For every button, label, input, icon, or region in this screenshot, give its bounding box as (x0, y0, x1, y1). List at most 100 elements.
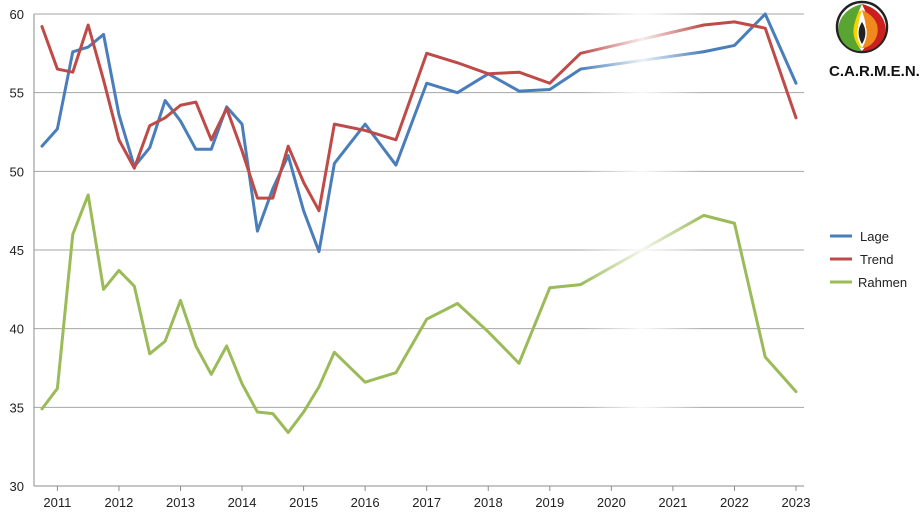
data-point-lage (764, 12, 767, 16)
data-point-lage (271, 187, 275, 190)
data-point-trend (363, 129, 367, 132)
data-point-rahmen (256, 410, 259, 414)
data-point-rahmen (148, 352, 151, 356)
data-point-rahmen (102, 288, 105, 291)
data-point-trend (210, 138, 213, 142)
data-point-rahmen (40, 407, 44, 411)
data-point-rahmen (733, 222, 736, 225)
data-point-trend (225, 107, 228, 110)
data-point-lage (333, 162, 336, 165)
legend: Lage Trend Rahmen (830, 229, 907, 290)
data-point-trend (148, 124, 151, 127)
data-point-rahmen (363, 380, 367, 384)
data-point-trend (179, 104, 182, 107)
x-tick-label: 2022 (720, 495, 749, 510)
data-point-lage (794, 82, 798, 85)
x-tick-label: 2014 (228, 495, 257, 510)
x-tick-label: 2013 (166, 495, 195, 510)
data-point-trend (287, 144, 290, 148)
legend-item-rahmen: Rahmen (830, 275, 907, 290)
data-point-rahmen (71, 233, 74, 236)
data-point-lage (363, 122, 367, 126)
data-point-trend (240, 149, 244, 153)
data-point-lage (394, 163, 398, 167)
data-point-trend (487, 72, 490, 75)
y-tick-label: 55 (10, 86, 24, 101)
data-point-trend (194, 100, 198, 104)
data-point-lage (302, 209, 305, 212)
data-point-rahmen (56, 387, 59, 390)
data-point-lage (179, 119, 182, 123)
data-point-rahmen (517, 362, 521, 365)
data-point-lage (56, 127, 59, 131)
data-point-lage (256, 229, 259, 233)
x-tick-label: 2021 (658, 495, 687, 510)
data-point-lage (210, 148, 213, 151)
data-point-trend (517, 71, 521, 74)
data-point-lage (425, 82, 428, 85)
data-point-trend (86, 23, 90, 27)
data-point-rahmen (225, 344, 228, 348)
axes (33, 14, 804, 491)
data-point-rahmen (456, 302, 459, 305)
data-point-trend (163, 116, 167, 120)
data-point-trend (425, 52, 428, 55)
data-point-rahmen (487, 330, 490, 334)
data-point-rahmen (764, 355, 767, 359)
logo-text: C.A.R.M.E.N. (829, 63, 920, 80)
legend-label-trend: Trend (860, 252, 893, 267)
data-point-trend (456, 61, 459, 64)
data-point-trend (764, 26, 767, 30)
x-tick-label: 2020 (597, 495, 626, 510)
data-point-trend (794, 116, 798, 120)
data-point-lage (517, 89, 521, 93)
carmen-logo: C.A.R.M.E.N. (829, 0, 920, 80)
data-point-lage (117, 113, 121, 116)
data-point-trend (56, 67, 59, 71)
y-tick-label: 40 (10, 322, 24, 337)
data-point-trend (394, 138, 398, 142)
data-point-rahmen (194, 344, 198, 348)
data-point-trend (256, 196, 259, 200)
data-point-rahmen (271, 412, 275, 415)
data-point-trend (271, 196, 275, 200)
data-point-trend (333, 122, 336, 126)
legend-label-rahmen: Rahmen (858, 275, 907, 290)
data-point-lage (287, 154, 290, 157)
legend-item-trend: Trend (830, 252, 893, 267)
x-tick-label: 2011 (43, 495, 71, 510)
data-point-rahmen (117, 269, 121, 272)
faded-gap-overlay (580, 10, 704, 480)
x-tick-label: 2015 (289, 495, 318, 510)
x-tick-label: 2023 (782, 495, 811, 510)
data-point-lage (548, 88, 551, 91)
data-point-lage (148, 146, 151, 149)
data-point-lage (86, 45, 90, 49)
data-point-lage (456, 91, 459, 94)
data-point-rahmen (394, 371, 398, 374)
data-point-lage (71, 50, 74, 53)
x-tick-label: 2012 (104, 495, 133, 510)
data-point-lage (733, 44, 736, 47)
data-point-lage (317, 250, 321, 253)
y-tick-label: 35 (10, 400, 24, 415)
data-point-lage (102, 33, 105, 36)
y-tick-label: 60 (10, 7, 24, 22)
series-lines (40, 12, 798, 435)
legend-item-lage: Lage (830, 229, 889, 244)
y-tick-labels: 30 35 40 45 50 55 60 (10, 7, 24, 494)
data-point-rahmen (240, 382, 244, 385)
data-point-trend (102, 78, 105, 82)
series-line-rahmen (40, 193, 798, 435)
data-point-rahmen (86, 193, 90, 197)
data-point-lage (163, 99, 167, 102)
data-point-trend (40, 25, 44, 28)
x-tick-label: 2016 (351, 495, 380, 510)
data-point-rahmen (287, 431, 290, 434)
gridlines (34, 13, 804, 487)
data-point-lage (240, 122, 244, 126)
data-point-lage (194, 148, 198, 151)
data-point-rahmen (163, 340, 167, 343)
data-point-trend (317, 209, 321, 212)
